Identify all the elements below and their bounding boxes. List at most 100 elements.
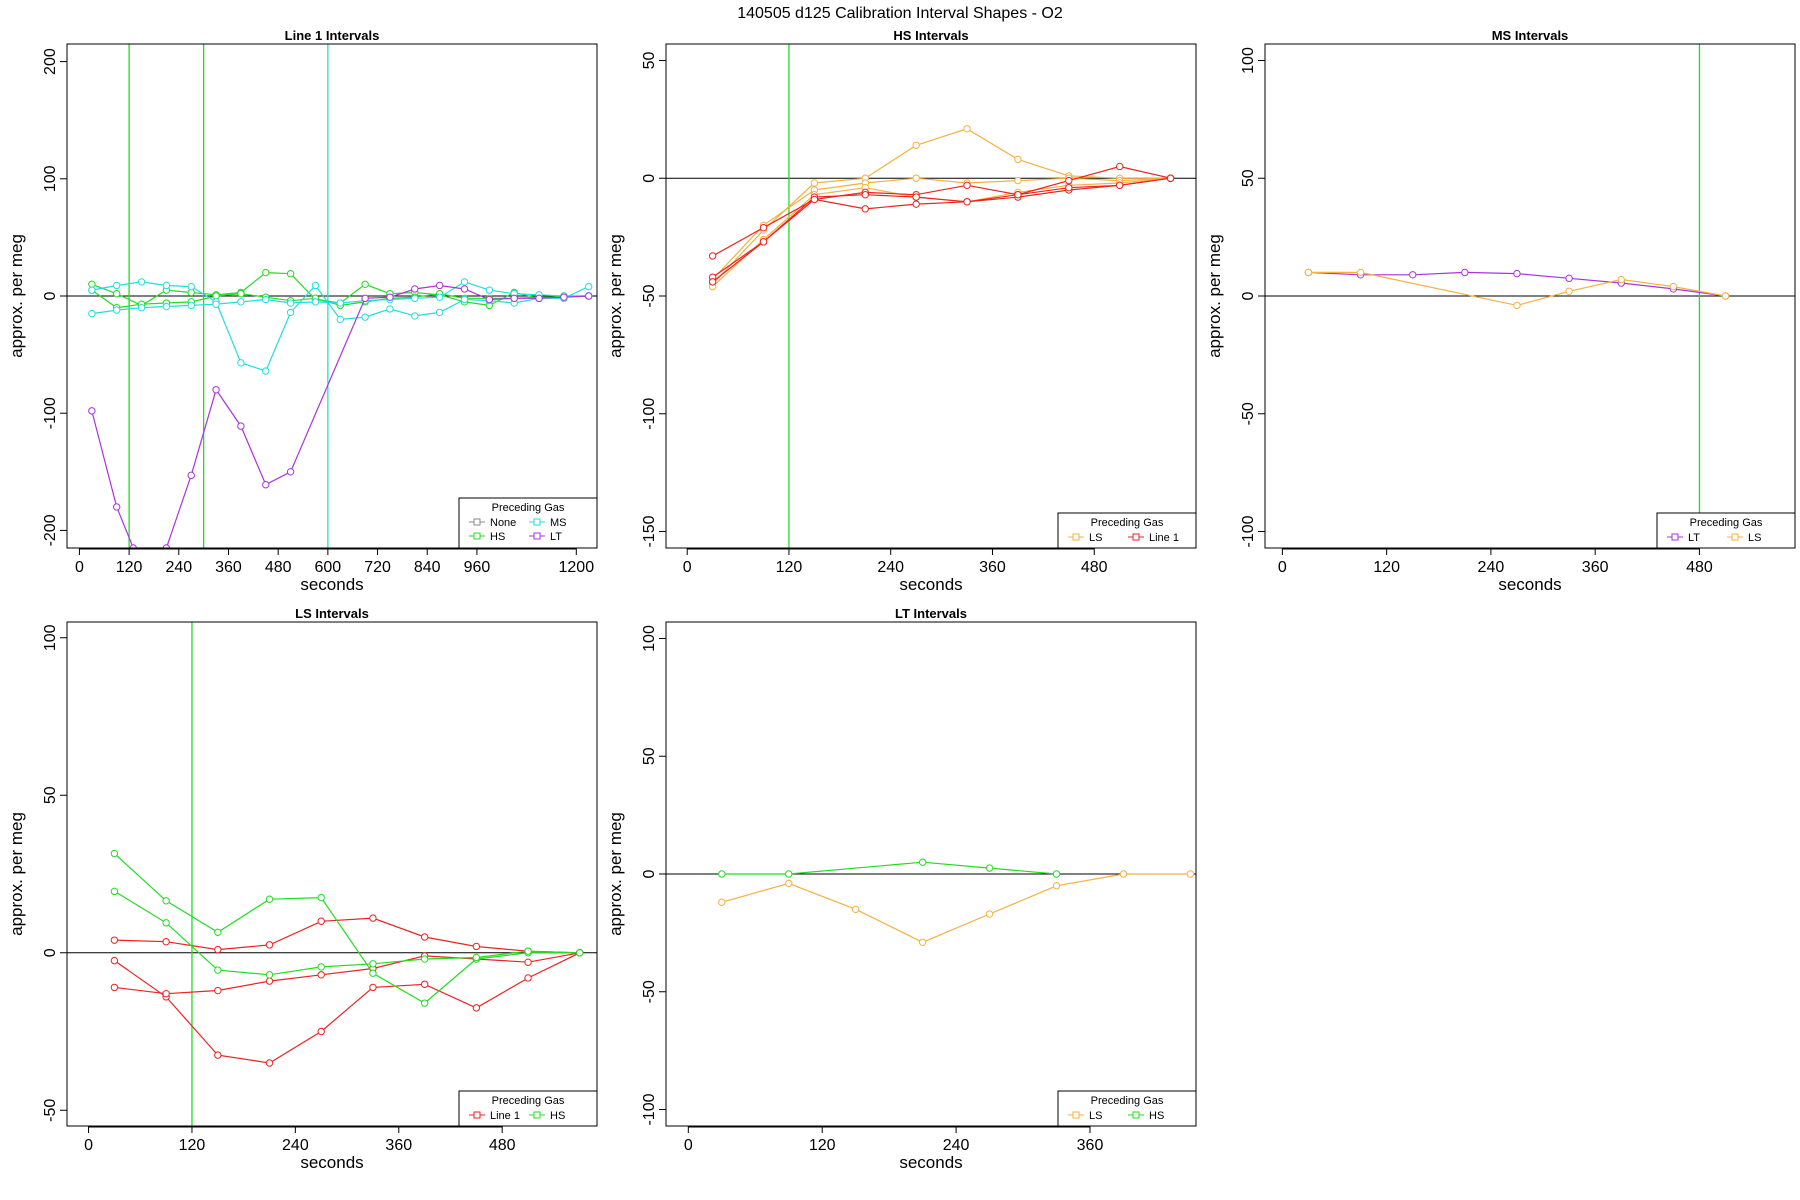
y-tick-label: -50 [1240,402,1257,425]
data-point [214,966,222,974]
data-point [1119,870,1128,878]
data-point [361,294,369,303]
data-point [861,205,869,213]
data-point [810,179,819,187]
x-tick-label: 120 [179,1137,206,1154]
legend-title: Preceding Gas [492,502,565,514]
data-point [361,280,369,288]
data-point [237,289,245,298]
y-axis-label: approx. per meg [1205,234,1224,358]
legend-entry: HS [550,1110,565,1122]
x-tick-label: 480 [1686,559,1713,576]
y-tick-label: 100 [42,624,59,651]
data-point [187,301,195,310]
data-point [485,295,494,304]
data-point [317,971,325,979]
data-point [1014,176,1022,185]
x-tick-label: 480 [489,1137,516,1154]
data-point [420,980,429,988]
x-tick-label: 240 [877,559,904,576]
panels: Line 1 Intervals 0 120 240 360 480 600 720 840 96… [7,28,1796,1172]
panel-title: Line 1 Intervals [285,28,380,43]
x-tick-label: 120 [116,559,143,576]
x-tick-label: 360 [1582,559,1609,576]
data-point [110,936,119,944]
data-point [369,914,377,922]
data-point [1513,269,1521,278]
data-point [88,309,96,318]
data-point [262,268,270,277]
data-point [212,386,220,394]
legend-box [1057,1090,1197,1127]
data-point [1461,268,1469,277]
y-axis-label: approx. per meg [606,234,625,358]
data-point [265,1059,274,1067]
data-point [1115,181,1124,190]
data-point [1052,870,1061,878]
data-point [214,1051,222,1059]
data-point [386,305,394,313]
data-point [963,125,971,133]
data-point [435,308,444,317]
data-point [317,1027,325,1036]
y-tick-label: 0 [1240,291,1257,300]
data-point [912,141,920,149]
panel-title: LT Intervals [895,606,967,621]
panel-5: LT Intervals 0 120 240 360 seconds -100 -50 0 50 1… [606,606,1197,1172]
series-line [712,177,1171,283]
data-point [851,905,860,914]
data-point [420,999,429,1007]
x-tick-label: 360 [215,559,242,576]
data-point [472,942,481,951]
data-point [162,990,170,998]
data-point [265,971,274,979]
data-point [1669,282,1678,291]
x-tick-label: 360 [1077,1137,1104,1154]
y-tick-label: -200 [42,514,59,546]
x-tick-label: 960 [464,559,491,576]
data-point [718,870,726,878]
data-point [718,898,726,906]
y-tick-label: 100 [1240,47,1257,74]
data-point [265,977,274,985]
data-point [1721,292,1730,300]
legend-entry: MS [550,517,567,529]
y-tick-label: 0 [641,174,658,183]
data-point [1186,870,1195,878]
data-point [110,956,119,965]
data-point [311,298,320,306]
legend-box [1656,512,1796,549]
legend-title: Preceding Gas [492,1095,565,1107]
y-tick-label: -150 [641,515,658,547]
legend-entry: LT [550,531,562,543]
y-tick-label: -50 [641,284,658,307]
y-tick-label: -100 [1240,515,1257,547]
data-point [1014,191,1022,199]
data-point [963,198,971,206]
data-point [317,893,325,902]
data-point [262,295,270,304]
series-line [712,177,1171,278]
data-point [1409,271,1417,279]
data-point [576,949,584,957]
y-tick-label: -100 [641,398,658,430]
x-tick-label: 240 [943,1137,970,1154]
data-point [137,278,146,286]
data-point [162,897,170,905]
data-point [265,895,274,903]
panel-title: MS Intervals [1492,28,1569,43]
series-line [712,177,1171,280]
legend-entry: LT [1688,532,1700,544]
data-point [110,983,119,992]
data-point [1565,287,1573,295]
data-point [524,958,532,966]
data-point [759,224,768,232]
panel-3: MS Intervals 0 120 240 360 480 seconds -100 -50 0… [1205,28,1796,594]
data-point [286,468,295,476]
legend-title: Preceding Gas [1690,517,1763,529]
x-tick-label: 480 [1081,559,1108,576]
data-point [162,302,171,311]
data-point [535,294,543,303]
series-line [721,873,1191,943]
data-point [361,313,369,321]
